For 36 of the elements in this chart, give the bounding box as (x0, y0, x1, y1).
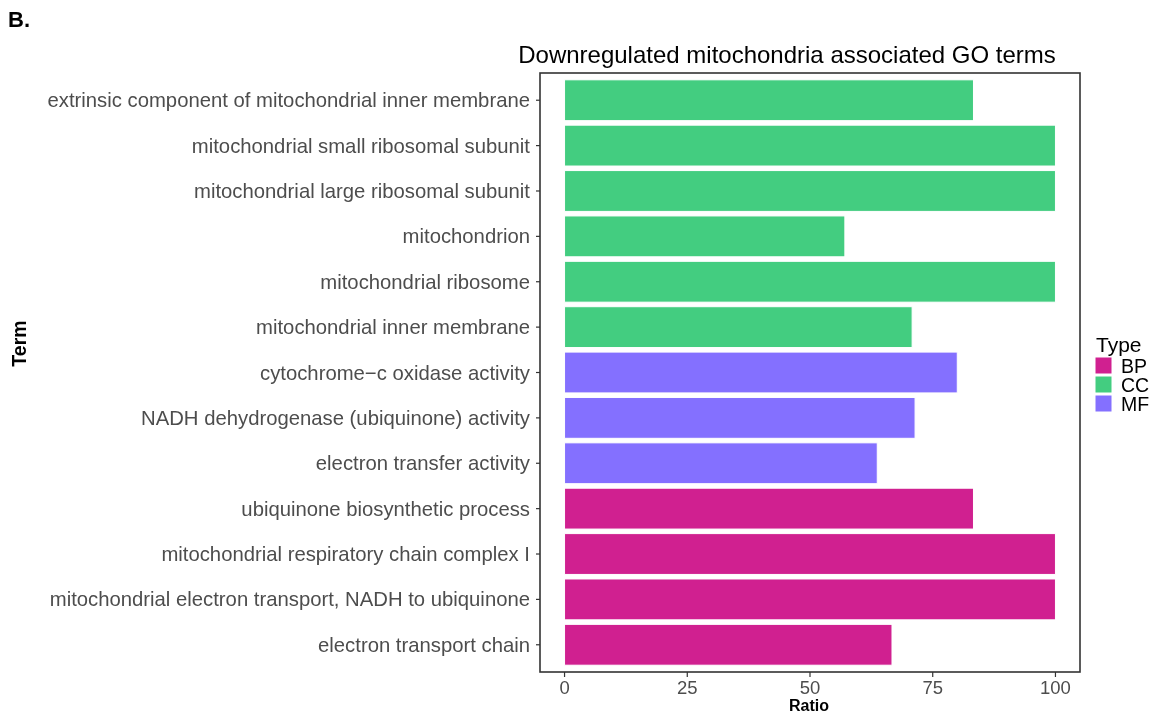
bar (564, 487, 974, 530)
y-tick-label: NADH dehydrogenase (ubiquinone) activity (141, 406, 531, 429)
x-tick-label: 25 (676, 677, 698, 698)
y-tick-label: electron transfer activity (315, 452, 531, 475)
bar (564, 533, 1056, 575)
y-axis-title: Term (8, 320, 30, 367)
y-tick-label: mitochondrion (402, 225, 530, 248)
bar (564, 578, 1056, 621)
bar (564, 306, 913, 349)
x-tick-label: 75 (922, 677, 944, 698)
x-tick-label: 0 (559, 677, 570, 698)
x-tick-label: 100 (1040, 677, 1071, 698)
bar (564, 170, 1056, 212)
y-tick-label: extrinsic component of mitochondrial inner membrane (47, 89, 530, 112)
y-tick-label: mitochondrial ribosome (320, 270, 530, 293)
legend-title: Type (1096, 333, 1142, 356)
bar (564, 623, 893, 666)
y-tick-label: ubiquinone biosynthetic process (241, 497, 530, 520)
y-tick-label: electron transport chain (318, 633, 530, 656)
y-tick-label: mitochondrial respiratory chain complex I (161, 543, 530, 566)
bar (564, 396, 916, 439)
y-tick-label: mitochondrial large ribosomal subunit (194, 180, 531, 203)
text: B. (8, 7, 30, 32)
x-tick-label: 50 (799, 677, 821, 698)
bar (564, 79, 974, 122)
bar (564, 215, 846, 258)
bar (564, 351, 958, 394)
y-tick-label: mitochondrial small ribosomal subunit (191, 134, 531, 157)
chart-title: Downregulated mitochondria associated GO terms (518, 41, 1056, 68)
bar (564, 442, 878, 485)
y-tick-label: mitochondrial electron transport, NADH to ubiquinone (49, 588, 530, 611)
x-axis-title: Ratio (789, 697, 830, 714)
y-tick-label: mitochondrial inner membrane (256, 316, 530, 339)
y-tick-label: cytochrome−c oxidase activity (260, 361, 531, 384)
bar (564, 124, 1056, 167)
bar (564, 260, 1056, 303)
